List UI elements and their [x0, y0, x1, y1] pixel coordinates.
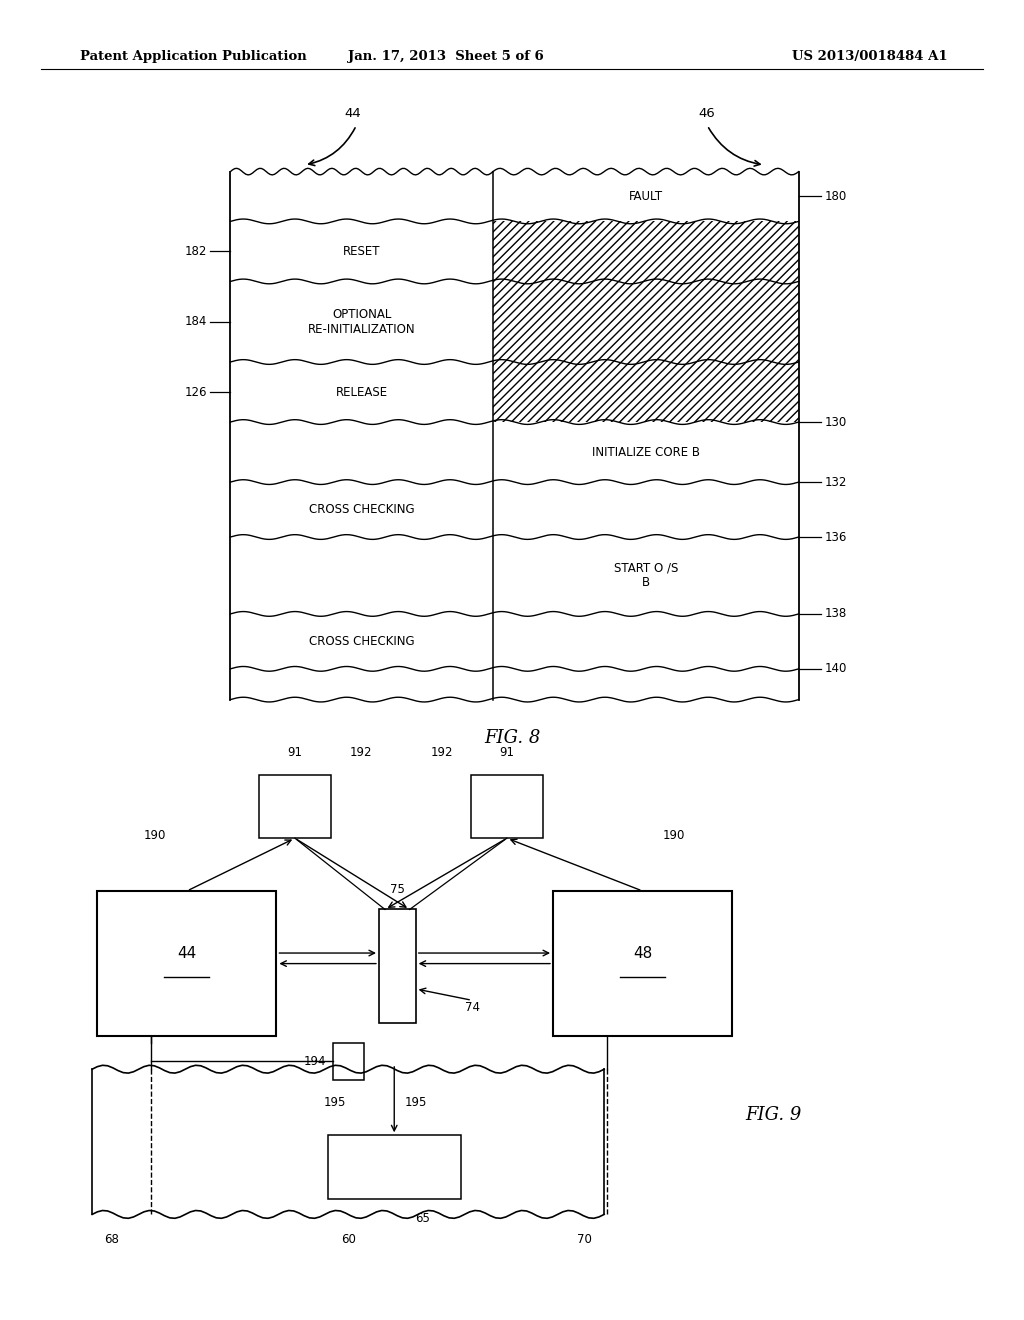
- Bar: [493, 281, 799, 362]
- Text: 194: 194: [304, 1055, 327, 1068]
- Text: 68: 68: [104, 1233, 120, 1246]
- Text: RESET: RESET: [343, 246, 381, 257]
- Text: 190: 190: [664, 829, 685, 842]
- Text: 44: 44: [177, 945, 197, 961]
- Bar: [259, 775, 331, 838]
- Text: 136: 136: [824, 531, 847, 544]
- Text: FIG. 8: FIG. 8: [483, 729, 541, 747]
- Text: 195: 195: [324, 1096, 346, 1109]
- Text: 192: 192: [431, 746, 454, 759]
- Text: 190: 190: [144, 829, 166, 842]
- Text: 192: 192: [349, 746, 372, 759]
- Text: 75: 75: [390, 883, 404, 896]
- Text: 91: 91: [288, 746, 302, 759]
- Text: 126: 126: [184, 385, 207, 399]
- Text: 46: 46: [698, 107, 715, 120]
- Bar: [97, 891, 276, 1036]
- Text: FIG. 9: FIG. 9: [744, 1106, 802, 1125]
- Bar: [379, 909, 416, 1023]
- Text: 44: 44: [344, 107, 360, 120]
- Text: 91: 91: [500, 746, 514, 759]
- Bar: [328, 1135, 461, 1199]
- Text: 48: 48: [633, 945, 652, 961]
- Text: CROSS CHECKING: CROSS CHECKING: [309, 503, 415, 516]
- Bar: [493, 362, 799, 422]
- Text: 130: 130: [824, 416, 847, 429]
- Text: US 2013/0018484 A1: US 2013/0018484 A1: [792, 50, 947, 63]
- Text: 70: 70: [577, 1233, 592, 1246]
- Text: START O /S
B: START O /S B: [613, 561, 678, 590]
- Bar: [493, 222, 799, 281]
- Text: OPTIONAL
RE-INITIALIZATION: OPTIONAL RE-INITIALIZATION: [308, 308, 416, 335]
- Text: 182: 182: [184, 246, 207, 257]
- Text: CROSS CHECKING: CROSS CHECKING: [309, 635, 415, 648]
- Text: 195: 195: [404, 1096, 427, 1109]
- Text: 138: 138: [824, 607, 847, 620]
- Text: 65: 65: [415, 1212, 430, 1225]
- Bar: [553, 891, 732, 1036]
- Text: 180: 180: [824, 190, 847, 203]
- Bar: [471, 775, 543, 838]
- Text: RELEASE: RELEASE: [336, 385, 388, 399]
- Text: 60: 60: [341, 1233, 355, 1246]
- Text: FAULT: FAULT: [629, 190, 663, 203]
- Bar: [333, 1043, 364, 1080]
- Text: 184: 184: [184, 315, 207, 329]
- Text: 140: 140: [824, 663, 847, 676]
- Text: INITIALIZE CORE B: INITIALIZE CORE B: [592, 446, 699, 458]
- Text: 132: 132: [824, 475, 847, 488]
- Text: Patent Application Publication: Patent Application Publication: [80, 50, 306, 63]
- Text: 74: 74: [465, 1001, 480, 1014]
- Text: Jan. 17, 2013  Sheet 5 of 6: Jan. 17, 2013 Sheet 5 of 6: [347, 50, 544, 63]
